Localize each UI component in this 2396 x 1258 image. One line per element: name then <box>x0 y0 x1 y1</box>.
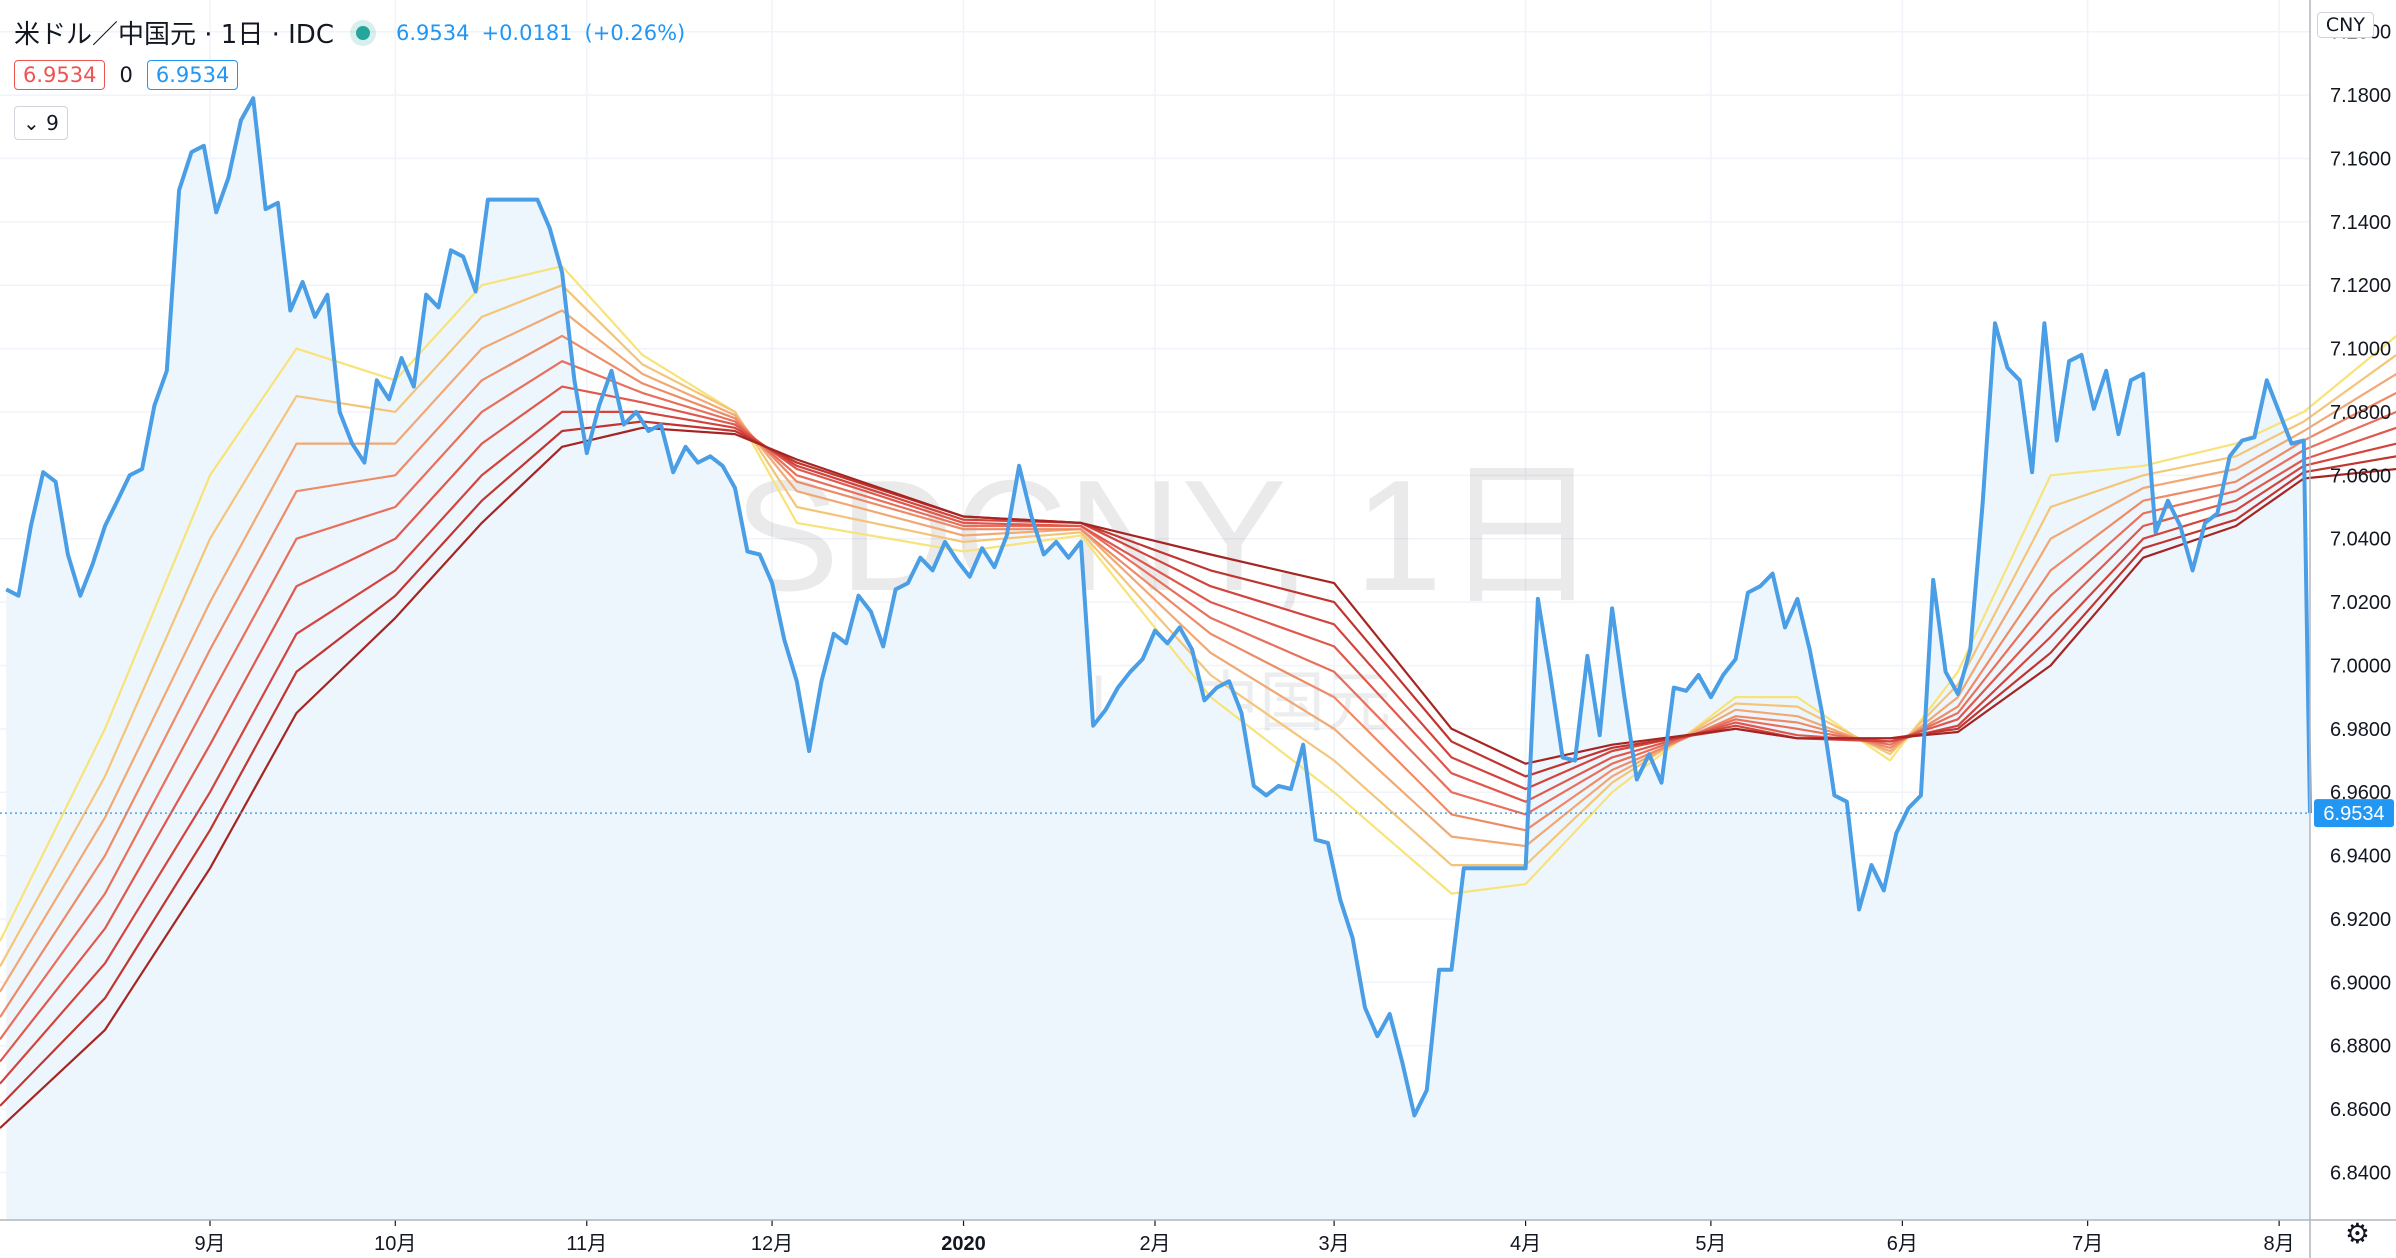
y-tick-label: 6.9600 <box>2330 782 2391 804</box>
x-tick-label: 4月 <box>1510 1233 1541 1255</box>
ribbon-line-2 <box>0 284 2396 968</box>
gear-icon[interactable]: ⚙ <box>2344 1217 2370 1250</box>
ribbon-line-4 <box>0 334 2396 1018</box>
y-tick-label: 7.1200 <box>2330 275 2391 297</box>
ribbon-line-1 <box>0 265 2396 942</box>
last-price: 6.9534 <box>395 20 470 45</box>
x-tick-label: 11月 <box>566 1233 607 1255</box>
x-tick-label: 7月 <box>2072 1233 2103 1255</box>
y-tick-label: 7.1000 <box>2330 339 2391 361</box>
ribbon-line-6 <box>0 385 2396 1063</box>
ribbon-line-5 <box>0 360 2396 1041</box>
y-tick-label: 6.8800 <box>2330 1036 2391 1058</box>
y-tick-label: 7.0000 <box>2330 655 2391 677</box>
current-price-label: 6.9534 <box>2323 803 2384 825</box>
x-tick-label: 8月 <box>2264 1233 2295 1255</box>
y-tick-label: 6.9800 <box>2330 719 2391 741</box>
price-area <box>6 98 2311 1221</box>
ribbon-line-9 <box>0 426 2396 1129</box>
ribbon-line-8 <box>0 420 2396 1107</box>
y-tick-label: 6.8400 <box>2330 1162 2391 1184</box>
y-tick-label: 7.1400 <box>2330 212 2391 234</box>
sell-price-button[interactable]: 6.9534 <box>14 60 106 90</box>
x-tick-label: 2020 <box>941 1233 986 1255</box>
price-line <box>5 96 2312 1118</box>
x-tick-label: 3月 <box>1319 1233 1350 1255</box>
x-tick-label: 6月 <box>1887 1233 1918 1255</box>
y-tick-label: 7.1800 <box>2330 85 2391 107</box>
y-tick-label: 7.0400 <box>2330 529 2391 551</box>
y-tick-label: 7.1600 <box>2330 148 2391 170</box>
symbol-title[interactable]: 米ドル／中国元 · 1日 · IDC <box>14 20 334 50</box>
price-change-pct: (+0.26%) <box>584 20 686 45</box>
x-tick-label: 12月 <box>751 1233 793 1255</box>
current-price-badge <box>2314 799 2394 828</box>
chevron-down-icon: ⌄ <box>23 111 40 135</box>
bid-ask-panel: 6.9534 0 6.9534 <box>14 60 239 90</box>
ribbon-line-7 <box>0 410 2396 1085</box>
y-tick-label: 7.0200 <box>2330 592 2391 614</box>
y-tick-label: 7.0600 <box>2330 465 2391 487</box>
x-tick-label: 10月 <box>374 1233 416 1255</box>
indicator-count: 9 <box>46 111 59 135</box>
symbol-legend: 米ドル／中国元 · 1日 · IDC 6.9534 +0.0181 (+0.26… <box>14 14 685 51</box>
x-tick-label: 2月 <box>1139 1233 1170 1255</box>
x-tick-label: 9月 <box>194 1233 225 1255</box>
currency-button[interactable]: CNY <box>2316 12 2374 38</box>
price-change: +0.0181 <box>481 20 573 45</box>
ribbon-line-3 <box>0 309 2396 993</box>
y-tick-label: 6.9400 <box>2330 846 2391 868</box>
x-tick-label: 5月 <box>1695 1233 1726 1255</box>
indicator-toggle[interactable]: ⌄ 9 <box>14 106 68 140</box>
y-tick-label: 6.8600 <box>2330 1099 2391 1121</box>
market-status-icon <box>355 25 370 40</box>
buy-price-button[interactable]: 6.9534 <box>146 60 239 90</box>
spread-value: 0 <box>119 63 133 87</box>
y-tick-label: 6.9200 <box>2330 909 2391 931</box>
y-tick-label: 6.9000 <box>2330 972 2391 994</box>
y-tick-label: 7.0800 <box>2330 402 2391 424</box>
